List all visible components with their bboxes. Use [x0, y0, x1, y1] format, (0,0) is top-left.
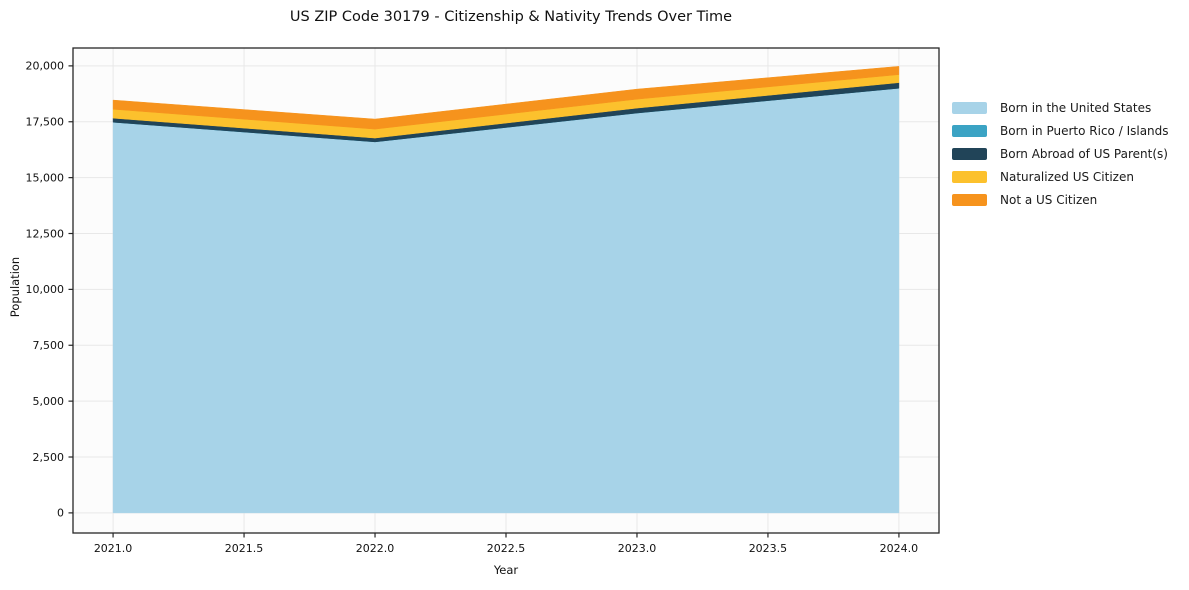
svg-text:7,500: 7,500 — [33, 339, 65, 352]
svg-text:10,000: 10,000 — [26, 283, 65, 296]
legend-item-born-in-us: Born in the United States — [952, 102, 1169, 114]
svg-text:2024.0: 2024.0 — [880, 542, 919, 555]
svg-text:2023.5: 2023.5 — [749, 542, 788, 555]
legend-item-not-citizen: Not a US Citizen — [952, 194, 1169, 206]
legend: Born in the United States Born in Puerto… — [952, 102, 1169, 206]
legend-swatch-born-abroad — [952, 148, 987, 160]
svg-text:2022.0: 2022.0 — [356, 542, 395, 555]
svg-text:2021.5: 2021.5 — [225, 542, 264, 555]
legend-label-not-citizen: Not a US Citizen — [1000, 193, 1098, 207]
legend-label-born-in-us: Born in the United States — [1000, 101, 1152, 115]
svg-text:2023.0: 2023.0 — [618, 542, 657, 555]
svg-text:20,000: 20,000 — [26, 60, 65, 73]
svg-text:5,000: 5,000 — [33, 395, 65, 408]
x-axis-label: Year — [493, 563, 519, 577]
chart-title: US ZIP Code 30179 - Citizenship & Nativi… — [289, 9, 733, 25]
legend-swatch-born-in-us — [952, 102, 987, 114]
svg-text:17,500: 17,500 — [26, 116, 65, 129]
svg-text:0: 0 — [57, 507, 64, 520]
svg-text:2,500: 2,500 — [33, 451, 65, 464]
legend-item-born-abroad: Born Abroad of US Parent(s) — [952, 148, 1169, 160]
svg-text:2021.0: 2021.0 — [94, 542, 133, 555]
legend-label-puerto-rico: Born in Puerto Rico / Islands — [1000, 124, 1169, 138]
legend-item-naturalized: Naturalized US Citizen — [952, 171, 1169, 183]
legend-swatch-puerto-rico — [952, 125, 987, 137]
legend-swatch-naturalized — [952, 171, 987, 183]
legend-swatch-not-citizen — [952, 194, 987, 206]
svg-text:2022.5: 2022.5 — [487, 542, 526, 555]
legend-item-puerto-rico: Born in Puerto Rico / Islands — [952, 125, 1169, 137]
legend-label-born-abroad: Born Abroad of US Parent(s) — [1000, 147, 1168, 161]
svg-text:15,000: 15,000 — [26, 171, 65, 184]
legend-label-naturalized: Naturalized US Citizen — [1000, 170, 1134, 184]
svg-text:12,500: 12,500 — [26, 227, 65, 240]
